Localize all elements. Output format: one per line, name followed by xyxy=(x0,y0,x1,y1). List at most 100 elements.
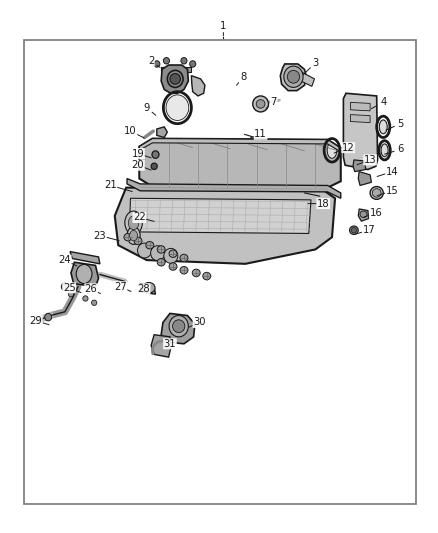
Text: 7: 7 xyxy=(271,98,277,107)
Text: 31: 31 xyxy=(164,339,176,349)
Ellipse shape xyxy=(170,74,180,84)
Text: 29: 29 xyxy=(29,316,42,326)
Text: 30: 30 xyxy=(193,318,205,327)
Ellipse shape xyxy=(125,211,142,235)
Polygon shape xyxy=(191,76,205,96)
Ellipse shape xyxy=(45,313,52,321)
Text: 27: 27 xyxy=(114,282,127,292)
Polygon shape xyxy=(161,313,195,344)
Text: 6: 6 xyxy=(398,144,404,154)
Polygon shape xyxy=(358,209,369,221)
Text: 21: 21 xyxy=(104,181,117,190)
Ellipse shape xyxy=(146,241,154,249)
Polygon shape xyxy=(161,65,188,93)
Ellipse shape xyxy=(360,211,367,217)
Polygon shape xyxy=(70,252,100,264)
Text: 20: 20 xyxy=(132,160,144,170)
Ellipse shape xyxy=(169,263,177,270)
Ellipse shape xyxy=(350,226,358,235)
Ellipse shape xyxy=(203,272,211,280)
Ellipse shape xyxy=(76,264,92,284)
Polygon shape xyxy=(343,93,378,169)
Ellipse shape xyxy=(169,316,188,337)
Ellipse shape xyxy=(351,228,357,233)
Ellipse shape xyxy=(130,230,138,241)
Ellipse shape xyxy=(166,95,189,120)
Polygon shape xyxy=(71,262,99,287)
Text: 8: 8 xyxy=(240,72,246,82)
Text: 3: 3 xyxy=(312,58,318,68)
Text: 14: 14 xyxy=(386,167,398,176)
Ellipse shape xyxy=(253,96,268,112)
Polygon shape xyxy=(139,139,341,188)
Polygon shape xyxy=(140,284,155,294)
Text: 4: 4 xyxy=(380,98,386,107)
Polygon shape xyxy=(350,115,370,123)
Text: 13: 13 xyxy=(364,155,376,165)
Ellipse shape xyxy=(192,269,200,277)
Text: 2: 2 xyxy=(148,56,154,66)
Polygon shape xyxy=(151,335,171,357)
Ellipse shape xyxy=(370,187,383,199)
Ellipse shape xyxy=(152,151,159,158)
Text: 19: 19 xyxy=(131,149,145,158)
Ellipse shape xyxy=(181,58,187,64)
Ellipse shape xyxy=(180,254,188,262)
Ellipse shape xyxy=(379,120,387,134)
Ellipse shape xyxy=(284,66,303,87)
Ellipse shape xyxy=(190,61,196,67)
Ellipse shape xyxy=(173,320,185,333)
Ellipse shape xyxy=(134,237,142,245)
Text: 1: 1 xyxy=(220,21,226,30)
Ellipse shape xyxy=(381,144,388,157)
Polygon shape xyxy=(161,67,191,72)
Ellipse shape xyxy=(124,233,132,241)
Text: 16: 16 xyxy=(369,208,382,218)
Ellipse shape xyxy=(154,61,160,67)
Polygon shape xyxy=(157,127,167,138)
Text: 15: 15 xyxy=(385,186,399,196)
Text: 11: 11 xyxy=(254,130,267,139)
Polygon shape xyxy=(115,188,335,264)
Ellipse shape xyxy=(372,189,381,197)
Ellipse shape xyxy=(128,216,139,230)
Ellipse shape xyxy=(163,58,170,64)
Text: 17: 17 xyxy=(362,225,375,235)
Text: 12: 12 xyxy=(342,143,355,152)
Ellipse shape xyxy=(164,248,178,263)
Polygon shape xyxy=(353,160,366,172)
Ellipse shape xyxy=(37,317,42,322)
Ellipse shape xyxy=(151,246,165,261)
Ellipse shape xyxy=(169,250,177,257)
Ellipse shape xyxy=(157,246,165,253)
Ellipse shape xyxy=(287,70,300,83)
Ellipse shape xyxy=(167,70,183,87)
Ellipse shape xyxy=(138,243,152,258)
Text: 22: 22 xyxy=(133,213,146,222)
Bar xyxy=(24,40,416,504)
Ellipse shape xyxy=(83,296,88,301)
Text: 28: 28 xyxy=(138,284,150,294)
Polygon shape xyxy=(280,64,307,91)
Text: 26: 26 xyxy=(85,284,98,294)
Polygon shape xyxy=(299,72,314,86)
Ellipse shape xyxy=(151,163,157,169)
Polygon shape xyxy=(350,102,370,111)
Ellipse shape xyxy=(143,282,155,293)
Polygon shape xyxy=(358,172,371,185)
Ellipse shape xyxy=(92,300,97,305)
Text: 23: 23 xyxy=(94,231,106,240)
Ellipse shape xyxy=(68,292,74,297)
Polygon shape xyxy=(139,139,354,152)
Text: 24: 24 xyxy=(59,255,71,265)
Ellipse shape xyxy=(157,259,165,266)
Polygon shape xyxy=(129,198,311,233)
Polygon shape xyxy=(127,179,341,198)
Ellipse shape xyxy=(61,283,68,290)
Text: 10: 10 xyxy=(124,126,137,136)
Ellipse shape xyxy=(327,142,337,158)
Ellipse shape xyxy=(180,266,188,274)
Text: 9: 9 xyxy=(144,103,150,112)
Text: 18: 18 xyxy=(317,199,329,208)
Text: 25: 25 xyxy=(63,283,76,293)
